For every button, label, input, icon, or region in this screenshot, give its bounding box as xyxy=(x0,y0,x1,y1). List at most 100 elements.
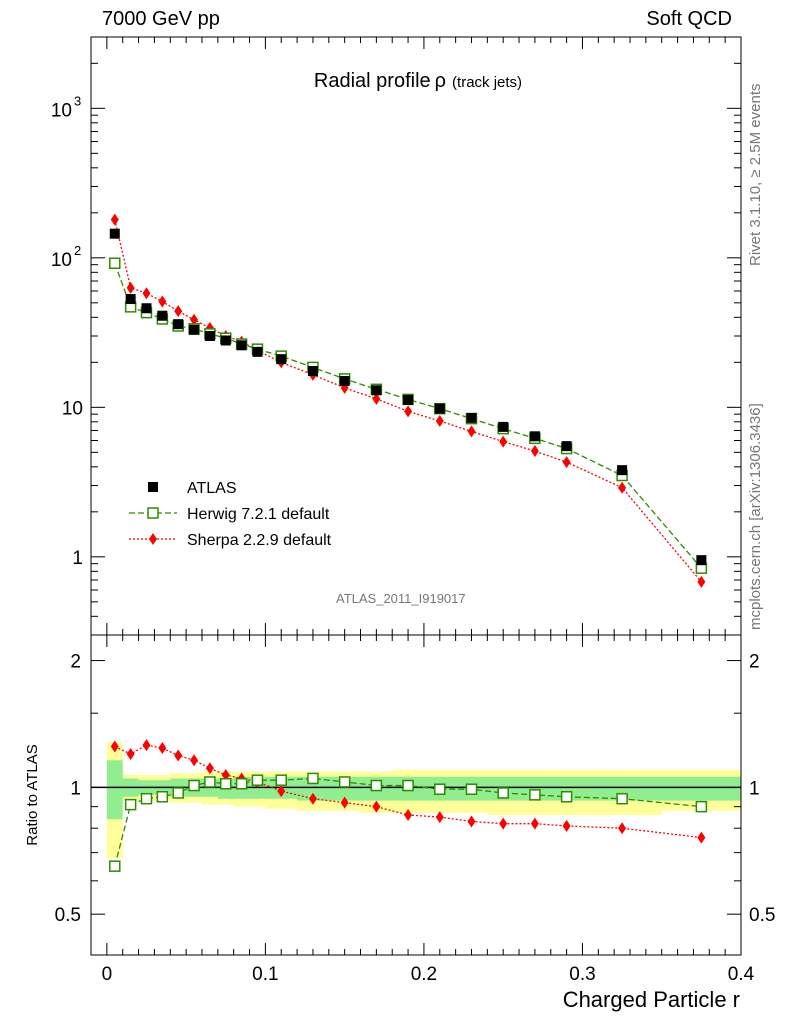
legend-marker xyxy=(148,482,158,492)
legend-entry: Herwig 7.2.1 default xyxy=(187,506,330,523)
legend xyxy=(129,482,177,545)
ratio-point xyxy=(465,783,478,795)
ratio-point xyxy=(529,789,541,801)
ratio-series-diamond-filled-dotted xyxy=(110,739,706,844)
ratio-point xyxy=(404,808,413,821)
x-tick-label: 0.1 xyxy=(252,964,278,985)
main-y-tick-label: 10 xyxy=(51,250,72,271)
ratio-point xyxy=(530,817,539,830)
main-title-symbol: ρ xyxy=(435,70,446,92)
ratio-series-line xyxy=(114,744,702,839)
main-y-tick-label: 1 xyxy=(72,548,83,569)
main-point xyxy=(109,257,121,269)
x-tick-label: 0.3 xyxy=(569,964,595,985)
main-series-line xyxy=(114,219,702,583)
ratio-point xyxy=(190,754,199,767)
main-y-ticks xyxy=(91,36,741,636)
ratio-y-tick-label-right: 0.5 xyxy=(749,905,775,926)
ratio-point xyxy=(221,768,230,781)
main-point xyxy=(189,324,200,335)
main-point xyxy=(174,305,183,318)
ratio-point xyxy=(172,787,184,799)
ratio-y-tick-label: 2 xyxy=(70,652,81,673)
x-ticks xyxy=(106,37,742,955)
ratio-point xyxy=(697,831,706,844)
main-point xyxy=(109,228,120,239)
main-point xyxy=(110,213,119,226)
ratio-point xyxy=(205,762,214,775)
ratio-series-line xyxy=(114,777,702,867)
main-point xyxy=(499,435,508,448)
main-point xyxy=(403,394,414,405)
main-point xyxy=(157,310,168,321)
ratio-point xyxy=(174,749,183,762)
main-point xyxy=(125,294,136,305)
ratio-series-square-open-dashed xyxy=(109,772,708,872)
legend-entry: ATLAS xyxy=(187,480,237,497)
main-point xyxy=(220,335,231,346)
main-point xyxy=(372,392,381,405)
ratio-point xyxy=(695,800,708,813)
ratio-point xyxy=(370,779,383,792)
ratio-y-ticks xyxy=(91,660,741,956)
ratio-point xyxy=(307,772,319,785)
main-point xyxy=(529,431,540,442)
rivet-label: Rivet 3.1.10, ≥ 2.5M events xyxy=(747,83,764,267)
main-y-tick-exponent: 2 xyxy=(74,243,81,258)
main-y-tick-exponent: 3 xyxy=(74,93,81,108)
ratio-point xyxy=(158,742,167,755)
main-y-tick-label: 10 xyxy=(62,398,83,419)
main-point xyxy=(371,385,382,396)
main-title-suffix: (track jets) xyxy=(452,74,522,91)
main-point xyxy=(434,403,445,414)
legend-entry: Sherpa 2.2.9 default xyxy=(187,532,332,549)
mcplots-label: mcplots.cern.ch [arXiv:1306.3436] xyxy=(747,403,764,630)
main-point xyxy=(562,456,571,469)
main-point xyxy=(618,481,627,494)
main-point xyxy=(339,376,350,387)
main-title: Radial profile ρ (track jets) xyxy=(314,70,522,92)
main-point xyxy=(467,425,476,438)
ratio-point xyxy=(188,779,200,792)
x-tick-label: 0.4 xyxy=(728,964,755,985)
main-y-tick-label: 10 xyxy=(51,100,72,121)
legend-marker xyxy=(149,533,157,545)
main-point xyxy=(696,555,707,566)
main-series-square-filled xyxy=(109,228,707,566)
main-point xyxy=(561,441,572,452)
main-point xyxy=(126,281,135,294)
ratio-bands xyxy=(106,742,742,858)
ratio-point xyxy=(251,774,264,786)
main-point xyxy=(307,365,318,376)
main-point xyxy=(498,421,509,432)
legend-marker xyxy=(147,507,159,519)
ratio-y-tick-label-right: 2 xyxy=(749,652,760,673)
main-point xyxy=(276,354,287,365)
ratio-point xyxy=(204,776,216,788)
header-right: Soft QCD xyxy=(646,8,732,30)
x-tick-label: 0 xyxy=(102,964,113,985)
ratio-point xyxy=(618,822,627,835)
main-point xyxy=(204,331,215,341)
ratio-point xyxy=(560,791,573,803)
main-title-text: Radial profile xyxy=(314,70,431,92)
ratio-band-inner xyxy=(106,760,742,820)
main-point xyxy=(236,340,247,351)
main-point xyxy=(142,287,151,300)
ratio-point xyxy=(277,785,286,798)
ratio-point xyxy=(275,774,287,786)
main-point xyxy=(435,415,444,428)
ratio-point xyxy=(340,796,349,809)
analysis-tag: ATLAS_2011_I919017 xyxy=(336,591,466,606)
ratio-y-axis-label: Ratio to ATLAS xyxy=(24,744,41,845)
ratio-point xyxy=(616,792,628,805)
ratio-point xyxy=(402,779,414,792)
ratio-point xyxy=(220,778,232,790)
main-point xyxy=(530,445,539,458)
main-point xyxy=(617,465,628,476)
ratio-point xyxy=(372,800,381,813)
x-tick-label: 0.2 xyxy=(411,964,437,985)
ratio-point xyxy=(467,815,476,828)
main-point xyxy=(252,346,263,357)
main-point xyxy=(158,295,167,308)
